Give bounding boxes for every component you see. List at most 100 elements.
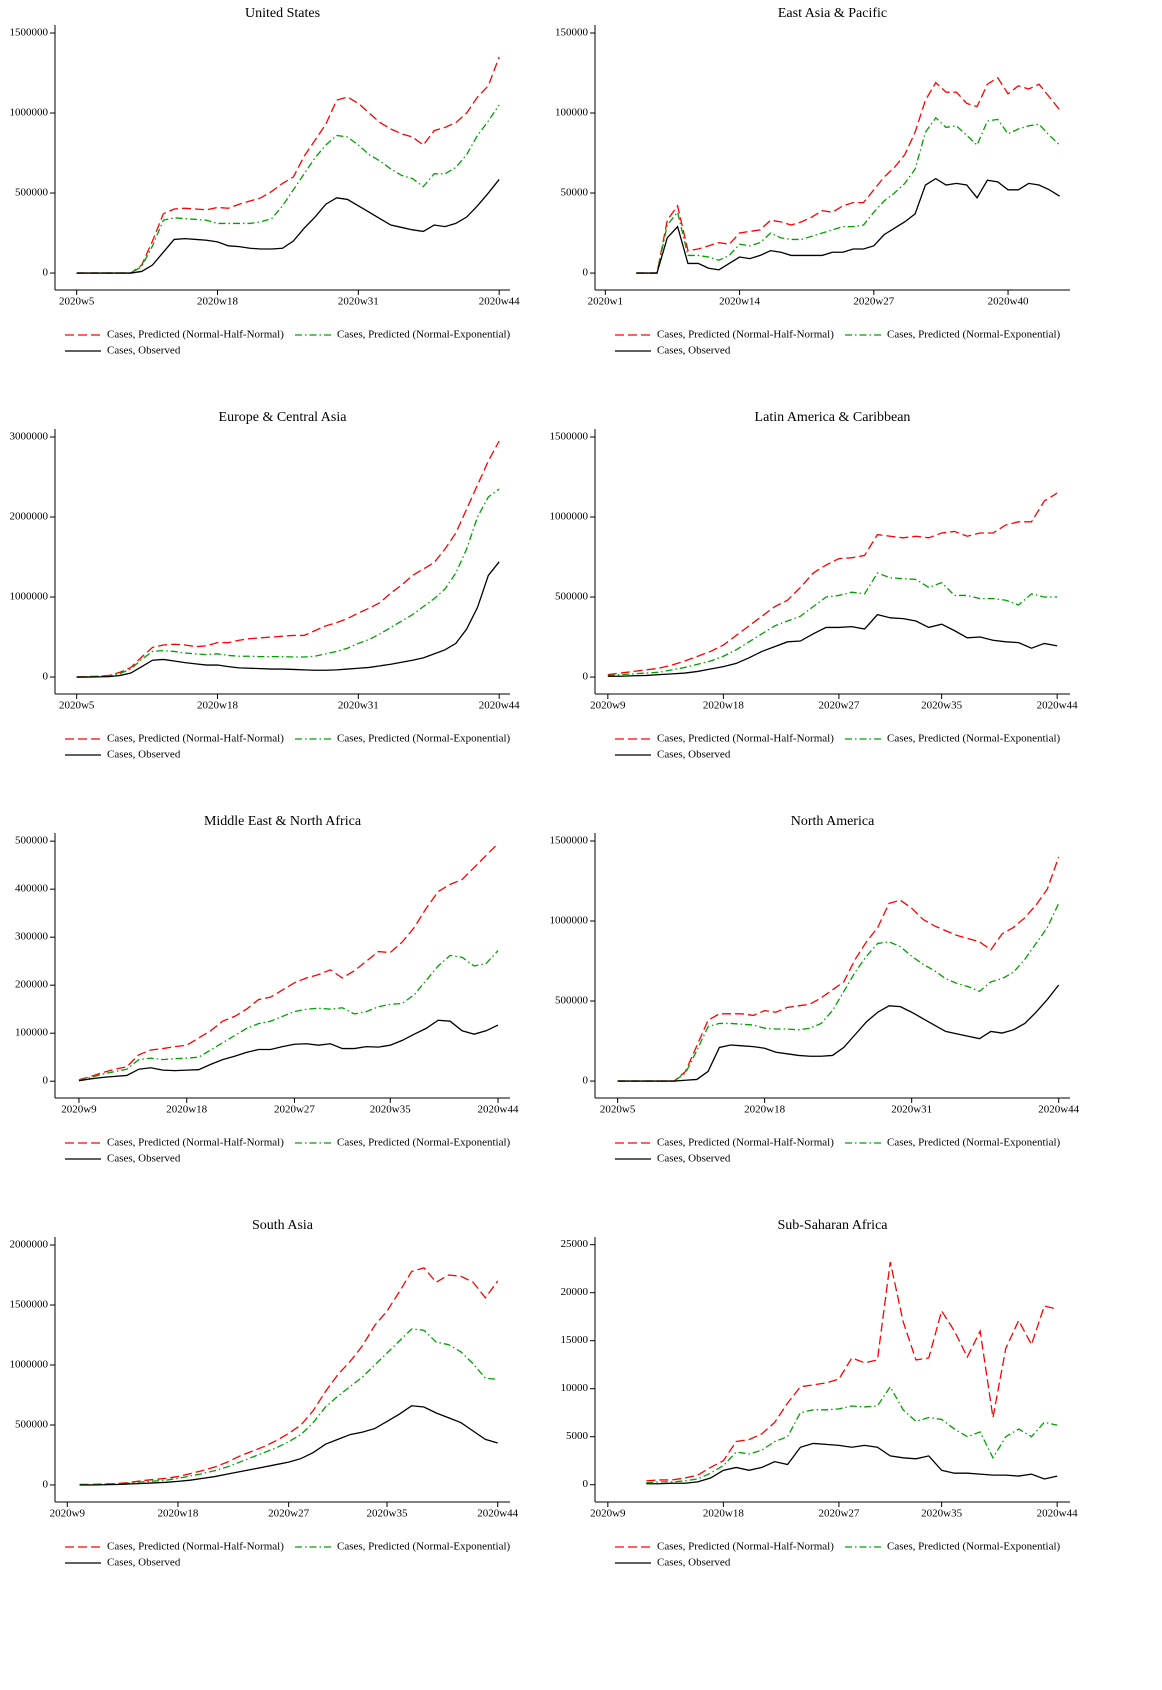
y-tick-label: 2000000 <box>10 1239 49 1251</box>
x-tick-label: 2020w1 <box>588 296 623 308</box>
x-tick-label: 2020w18 <box>157 1508 198 1520</box>
series-line <box>79 1405 498 1486</box>
legend-label: Cases, Observed <box>657 345 731 357</box>
y-tick-label: 1000000 <box>550 915 589 927</box>
legend-label: Cases, Predicted (Normal-Exponential) <box>887 1137 1061 1149</box>
legend-label: Cases, Observed <box>107 749 181 761</box>
legend-label: Cases, Predicted (Normal-Exponential) <box>337 329 511 341</box>
y-tick-label: 500000 <box>555 995 589 1007</box>
series-line <box>646 1261 1058 1482</box>
series-line <box>617 903 1060 1082</box>
y-tick-label: 100000 <box>15 1027 49 1039</box>
chart-title: Middle East & North Africa <box>204 814 362 829</box>
x-tick-label: 2020w44 <box>1038 1104 1079 1116</box>
x-tick-label: 2020w18 <box>197 296 238 308</box>
y-tick-label: 1000000 <box>10 107 49 119</box>
y-tick-label: 400000 <box>15 883 49 895</box>
series-line <box>78 1019 499 1082</box>
y-tick-label: 25000 <box>561 1238 589 1250</box>
y-tick-label: 50000 <box>561 187 589 199</box>
chart-title: Sub-Saharan Africa <box>777 1218 888 1233</box>
legend-label: Cases, Observed <box>107 1153 181 1165</box>
legend-label: Cases, Predicted (Normal-Half-Normal) <box>657 1137 834 1149</box>
y-tick-label: 1500000 <box>550 835 589 847</box>
legend-label: Cases, Predicted (Normal-Half-Normal) <box>657 329 834 341</box>
y-tick-label: 1500000 <box>550 431 589 443</box>
series-line <box>76 56 500 274</box>
x-tick-label: 2020w9 <box>590 1508 626 1520</box>
series-line <box>646 1442 1058 1485</box>
x-tick-label: 2020w35 <box>370 1104 411 1116</box>
x-tick-label: 2020w5 <box>59 296 95 308</box>
chart-title: Europe & Central Asia <box>219 410 348 425</box>
x-tick-label: 2020w44 <box>478 1104 519 1116</box>
series-line <box>617 856 1060 1082</box>
legend-label: Cases, Observed <box>657 1557 731 1569</box>
series-line <box>646 1385 1058 1484</box>
chart-title: United States <box>245 6 320 21</box>
chart-title: Latin America & Caribbean <box>755 410 911 425</box>
series-line <box>636 177 1061 274</box>
legend-label: Cases, Observed <box>107 1557 181 1569</box>
x-tick-label: 2020w27 <box>853 296 894 308</box>
legend-label: Cases, Predicted (Normal-Exponential) <box>887 733 1061 745</box>
y-tick-label: 0 <box>43 671 49 683</box>
y-tick-label: 1500000 <box>10 1299 49 1311</box>
x-tick-label: 2020w9 <box>590 700 626 712</box>
legend-label: Cases, Predicted (Normal-Half-Normal) <box>107 329 284 341</box>
legend-label: Cases, Observed <box>107 345 181 357</box>
series-line <box>76 104 500 274</box>
x-tick-label: 2020w9 <box>61 1104 97 1116</box>
y-tick-label: 0 <box>583 671 589 683</box>
legend-label: Cases, Predicted (Normal-Half-Normal) <box>657 733 834 745</box>
series-line <box>617 984 1060 1082</box>
x-tick-label: 2020w31 <box>338 700 379 712</box>
y-tick-label: 1000000 <box>10 1359 49 1371</box>
y-tick-label: 0 <box>583 1478 589 1490</box>
x-tick-label: 2020w44 <box>477 1508 518 1520</box>
y-tick-label: 1000000 <box>550 511 589 523</box>
chart-title: North America <box>791 814 875 829</box>
x-tick-label: 2020w44 <box>479 296 520 308</box>
y-tick-label: 500000 <box>555 591 589 603</box>
series-line <box>79 1267 499 1486</box>
y-tick-label: 150000 <box>555 27 589 39</box>
x-tick-label: 2020w35 <box>921 1508 962 1520</box>
x-tick-label: 2020w18 <box>703 700 744 712</box>
legend-label: Cases, Predicted (Normal-Exponential) <box>887 1541 1061 1553</box>
y-tick-label: 0 <box>43 267 49 279</box>
series-line <box>76 561 500 678</box>
y-tick-label: 1000000 <box>10 591 49 603</box>
x-tick-label: 2020w31 <box>338 296 379 308</box>
chart-title: South Asia <box>252 1218 314 1233</box>
y-tick-label: 20000 <box>561 1286 589 1298</box>
series-line <box>76 488 500 678</box>
y-tick-label: 0 <box>583 1075 589 1087</box>
legend-label: Cases, Predicted (Normal-Exponential) <box>337 1541 511 1553</box>
y-tick-label: 5000 <box>566 1430 589 1442</box>
chart-title: East Asia & Pacific <box>778 6 887 21</box>
x-tick-label: 2020w14 <box>719 296 760 308</box>
y-tick-label: 500000 <box>15 1419 49 1431</box>
y-tick-label: 500000 <box>15 187 49 199</box>
x-tick-label: 2020w35 <box>367 1508 408 1520</box>
x-tick-label: 2020w18 <box>197 700 238 712</box>
x-tick-label: 2020w27 <box>268 1508 309 1520</box>
x-tick-label: 2020w35 <box>921 700 962 712</box>
legend-label: Cases, Predicted (Normal-Half-Normal) <box>107 1541 284 1553</box>
x-tick-label: 2020w9 <box>50 1508 86 1520</box>
x-tick-label: 2020w5 <box>59 700 95 712</box>
series-line <box>636 76 1061 274</box>
x-tick-label: 2020w27 <box>818 1508 859 1520</box>
series-line <box>607 613 1058 677</box>
x-tick-label: 2020w18 <box>703 1508 744 1520</box>
series-line <box>76 179 500 274</box>
y-tick-label: 1500000 <box>10 27 49 39</box>
legend-label: Cases, Predicted (Normal-Half-Normal) <box>657 1541 834 1553</box>
legend-label: Cases, Predicted (Normal-Exponential) <box>337 733 511 745</box>
series-line <box>78 950 499 1081</box>
y-tick-label: 0 <box>43 1075 49 1087</box>
